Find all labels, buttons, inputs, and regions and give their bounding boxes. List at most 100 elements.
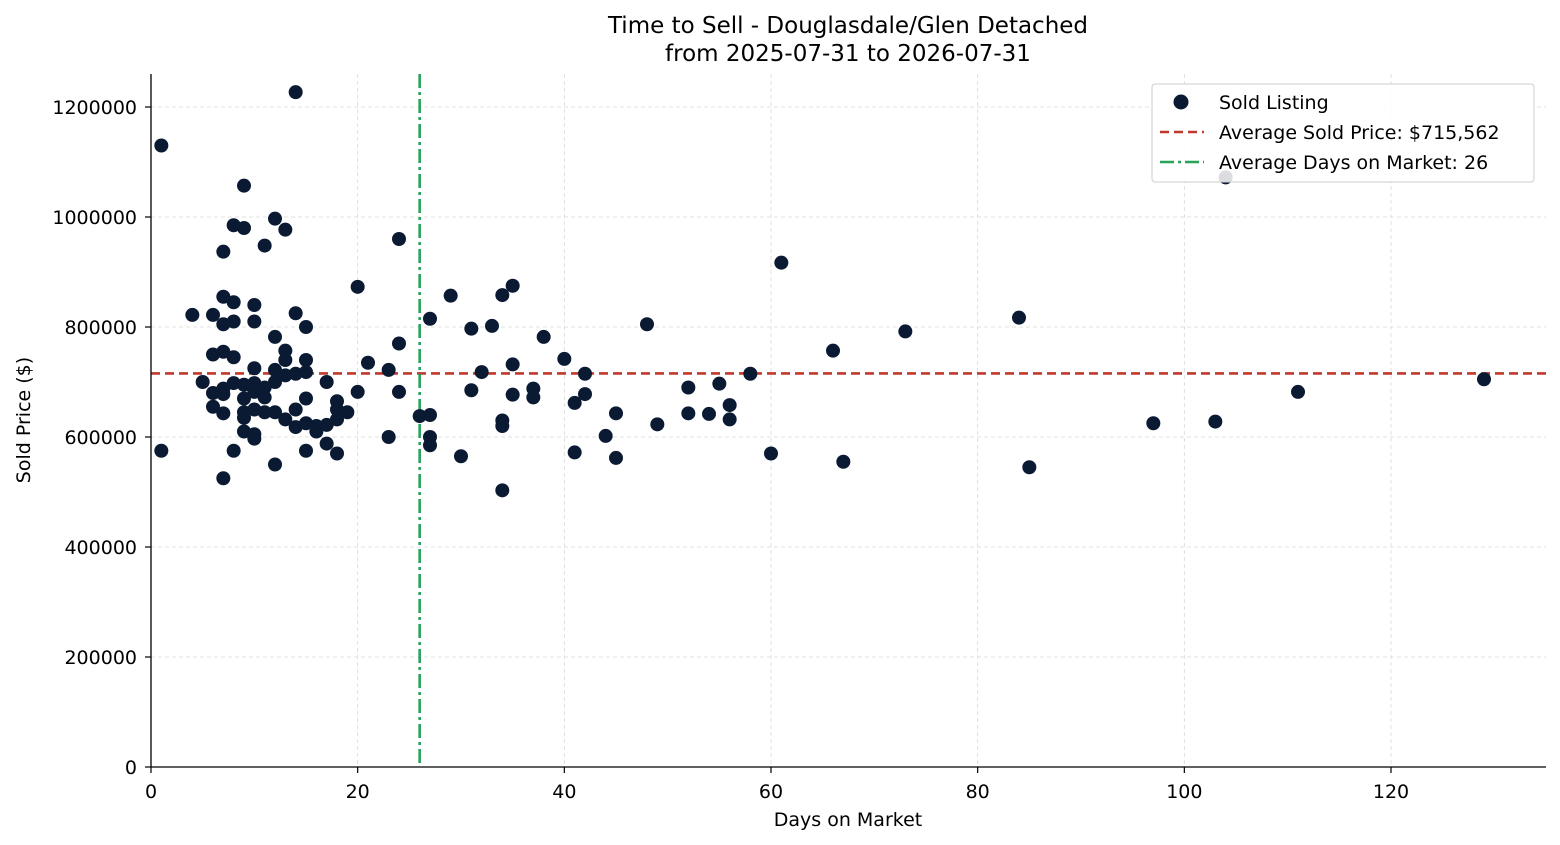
data-point <box>278 368 293 383</box>
data-point <box>319 375 334 389</box>
data-point <box>226 314 241 329</box>
data-point <box>216 289 231 304</box>
data-point <box>299 320 313 334</box>
data-point <box>712 376 727 391</box>
data-point <box>826 343 840 358</box>
data-point <box>247 298 262 312</box>
data-point <box>247 431 262 446</box>
data-point <box>206 399 220 414</box>
data-point <box>578 366 592 381</box>
data-point <box>350 384 365 399</box>
data-point <box>299 391 313 406</box>
y-tick-label: 400000 <box>64 537 137 559</box>
data-point <box>319 417 334 432</box>
data-point <box>237 391 251 406</box>
data-point <box>454 449 468 464</box>
chart-title: Time to Sell - Douglasdale/Glen Detached <box>607 13 1088 39</box>
data-point <box>278 412 293 427</box>
data-point <box>195 375 210 389</box>
data-point <box>526 390 541 405</box>
data-point <box>412 409 427 424</box>
data-point <box>330 446 344 461</box>
data-point <box>598 428 613 443</box>
x-tick-label: 20 <box>346 781 370 803</box>
data-point <box>681 406 696 421</box>
data-point <box>268 211 282 226</box>
data-point <box>268 375 282 389</box>
data-point <box>257 238 272 253</box>
data-point <box>247 314 262 329</box>
data-point <box>1291 384 1305 399</box>
data-point <box>185 307 200 322</box>
data-point <box>237 377 251 392</box>
legend-label-points: Sold Listing <box>1219 92 1329 114</box>
data-point <box>381 362 396 377</box>
data-point <box>505 278 520 293</box>
data-point <box>1208 414 1223 429</box>
data-point <box>443 288 458 303</box>
data-point <box>257 380 272 395</box>
y-axis-label: Sold Price ($) <box>13 357 35 483</box>
data-point <box>237 178 251 193</box>
data-point <box>898 324 913 339</box>
data-point <box>609 406 623 421</box>
data-points <box>154 85 1491 498</box>
data-point <box>650 417 665 432</box>
data-point <box>702 406 716 421</box>
data-point <box>299 443 313 458</box>
data-point <box>309 424 324 439</box>
data-point <box>640 317 654 332</box>
data-point <box>216 387 231 402</box>
data-point <box>495 288 510 303</box>
data-point <box>836 454 851 469</box>
data-point <box>1022 460 1037 475</box>
data-point <box>578 387 592 402</box>
data-point <box>268 362 282 377</box>
data-point <box>257 405 272 420</box>
data-point <box>464 321 479 336</box>
data-point <box>237 221 251 235</box>
data-point <box>681 380 696 395</box>
data-point <box>268 457 282 472</box>
data-point <box>1146 416 1161 431</box>
data-point <box>423 438 437 453</box>
data-point <box>288 402 303 417</box>
data-point <box>226 443 241 458</box>
y-tick-label: 800000 <box>64 317 137 339</box>
data-point <box>722 412 737 427</box>
data-point <box>423 311 437 326</box>
x-axis-label: Days on Market <box>774 809 922 831</box>
data-point <box>567 445 582 460</box>
legend-marker-points <box>1173 94 1189 110</box>
data-point <box>237 410 251 425</box>
data-point <box>319 436 334 451</box>
data-point <box>743 366 758 381</box>
x-tick-label: 120 <box>1373 781 1409 803</box>
x-tick-label: 40 <box>552 781 576 803</box>
data-point <box>609 450 623 465</box>
x-tick-label: 0 <box>145 781 157 803</box>
data-point <box>278 222 293 237</box>
legend: Sold Listing Average Sold Price: $715,56… <box>1151 83 1535 183</box>
data-point <box>567 395 582 410</box>
data-point <box>536 329 551 344</box>
data-point <box>495 483 510 498</box>
data-point <box>257 390 272 405</box>
y-tick-label: 200000 <box>64 647 137 669</box>
data-point <box>557 351 572 366</box>
data-point <box>226 350 241 365</box>
data-point <box>216 344 231 359</box>
y-tick-label: 600000 <box>64 427 137 449</box>
data-point <box>226 376 241 391</box>
data-point <box>299 365 313 380</box>
data-point <box>495 419 510 433</box>
data-point <box>774 255 789 270</box>
data-point <box>485 318 499 333</box>
legend-box <box>1151 83 1535 183</box>
data-point <box>392 384 406 399</box>
data-point <box>216 471 231 486</box>
data-point <box>206 307 220 322</box>
data-point <box>268 329 282 344</box>
x-tick-label: 80 <box>966 781 990 803</box>
